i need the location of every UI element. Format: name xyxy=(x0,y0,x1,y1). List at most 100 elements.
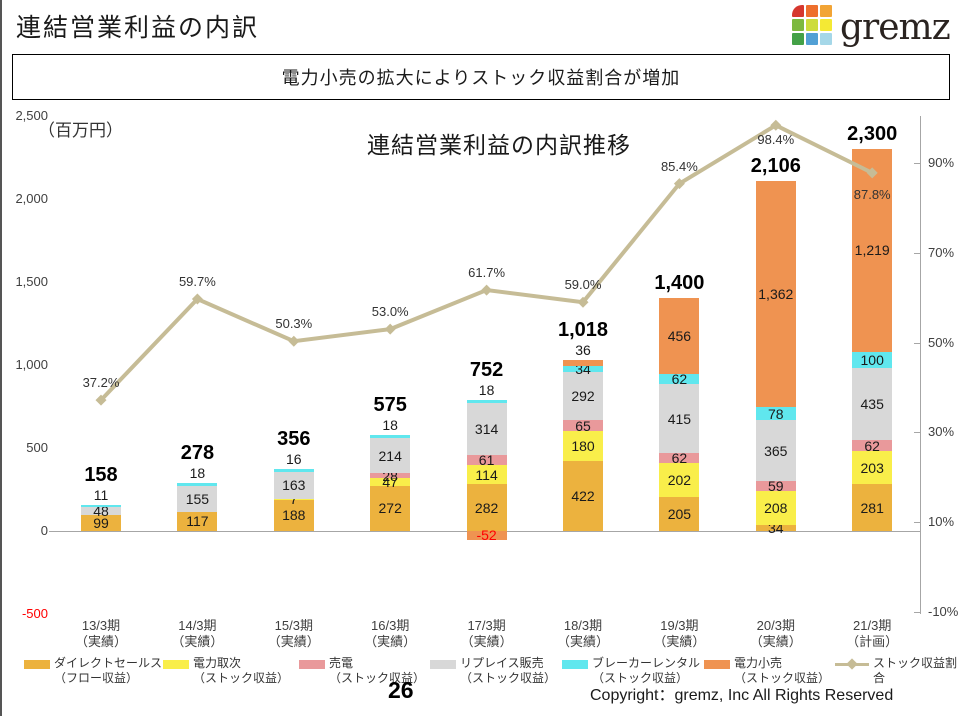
bar-segment-4 xyxy=(81,504,121,507)
bar-segment-1 xyxy=(370,478,411,486)
bar-total-label: 2,106 xyxy=(750,155,801,178)
line-marker-diamond xyxy=(384,323,396,335)
segment-value-label: 422 xyxy=(571,487,595,504)
segment-value-label: 202 xyxy=(667,472,692,489)
x-axis-label-line: （計画） xyxy=(846,634,899,649)
legend-text: ストック収益割合 xyxy=(873,656,960,686)
right-axis-tick xyxy=(914,342,920,344)
segment-value-label-outside: 18 xyxy=(382,416,398,433)
segment-value-label: 117 xyxy=(186,513,209,530)
right-axis-tick xyxy=(914,163,920,164)
copyright-text: Copyright：gremz, Inc All Rights Reserved xyxy=(590,687,894,704)
segment-value-label: 114 xyxy=(475,466,498,483)
segment-value-label: 61 xyxy=(478,452,495,469)
segment-value-label: 292 xyxy=(571,388,595,405)
x-axis-category-label: 16/3期 （実績） xyxy=(345,618,435,650)
bar-total-label: 1,400 xyxy=(654,272,705,295)
headline-text: 電力小売の拡大によりストック収益割合が増加 xyxy=(281,68,681,88)
legend-item-1: 電力取次 （ストック収益） xyxy=(163,656,289,686)
segment-value-label: 205 xyxy=(667,505,692,522)
bar-segment-1 xyxy=(755,490,796,526)
x-axis-label-line: 21/3期 xyxy=(853,618,892,633)
stock-ratio-point-label: 53.0% xyxy=(371,304,409,320)
x-axis-category-label: 20/3期 （実績） xyxy=(731,618,821,650)
bar-segment-4 xyxy=(755,407,796,421)
legend-series-note: （ストック収益） xyxy=(592,671,689,685)
bar-segment-2 xyxy=(852,440,893,451)
segment-value-label: 281 xyxy=(860,499,884,516)
logo-grid-cell xyxy=(806,33,818,45)
line-marker-diamond xyxy=(577,296,589,308)
legend-series-name: リプレイス販売 xyxy=(460,656,544,670)
segment-value-label: 435 xyxy=(860,396,884,413)
bar-segment-1 xyxy=(852,450,893,485)
bar-segment-3 xyxy=(466,403,507,456)
right-axis-tick-label: 70% xyxy=(928,244,955,260)
bar-segment-3 xyxy=(273,471,314,499)
left-axis-tick-label: 1,000 xyxy=(15,357,48,372)
segment-value-label: 314 xyxy=(474,421,499,438)
legend-text: 電力取次 （ストック収益） xyxy=(193,656,289,686)
segment-value-label: 65 xyxy=(575,417,591,434)
segment-value-label: 78 xyxy=(768,405,784,422)
left-axis-tick-label: 1,500 xyxy=(15,274,48,289)
segment-value-label: 48 xyxy=(93,502,109,519)
segment-value-label: 365 xyxy=(764,442,788,459)
legend-color-swatch xyxy=(299,660,325,669)
segment-value-label: 1,362 xyxy=(758,286,794,303)
segment-value-label-outside: 18 xyxy=(189,464,206,481)
line-marker-diamond xyxy=(673,178,685,190)
x-axis-label-line: （実績） xyxy=(364,634,417,649)
x-axis-label-line: （実績） xyxy=(653,634,706,649)
stock-ratio-point-label: 98.4% xyxy=(757,132,795,148)
segment-value-label: 208 xyxy=(764,500,788,517)
chart-title: 連結営業利益の内訳推移 xyxy=(367,132,631,158)
stock-ratio-point-label: 61.7% xyxy=(468,265,506,281)
segment-value-label-outside: 16 xyxy=(286,450,302,467)
legend-series-name: 電力取次 xyxy=(193,656,242,670)
bar-segment-3 xyxy=(370,437,411,474)
legend-item-6: ストック収益割合 xyxy=(835,656,960,686)
legend-item-5: 電力小売 （ストック収益） xyxy=(704,656,830,686)
legend-series-name: ダイレクトセールス xyxy=(54,656,163,670)
legend-text: リプレイス販売 （ストック収益） xyxy=(460,656,556,686)
legend-series-note: （ストック収益） xyxy=(734,671,831,685)
logo-grid-cell xyxy=(792,19,804,31)
bar-segment-0 xyxy=(370,485,411,531)
gremz-logo-icon xyxy=(792,5,832,45)
x-axis-label-line: （実績） xyxy=(267,634,320,649)
bar-total-label: 278 xyxy=(180,441,215,464)
bar-total-label: 356 xyxy=(277,427,311,450)
x-axis-label-line: （実績） xyxy=(460,634,513,649)
bar-segment-4 xyxy=(370,434,411,438)
bar-segment-4 xyxy=(177,482,218,486)
x-axis-label-line: 14/3期 xyxy=(178,618,217,633)
right-axis-tick-label: -10% xyxy=(928,604,959,619)
logo-grid-cell xyxy=(792,33,804,45)
right-axis-tick-label: 10% xyxy=(928,514,955,530)
legend-line-swatch xyxy=(835,658,869,670)
segment-value-label: -52 xyxy=(476,527,497,544)
right-axis-tick xyxy=(914,252,920,254)
unit-label: （百万円） xyxy=(38,121,123,140)
legend-item-0: ダイレクトセールス （フロー収益） xyxy=(24,656,162,686)
right-axis-tick-label: 90% xyxy=(928,155,955,170)
stock-ratio-point-label: 59.7% xyxy=(178,274,216,290)
right-axis-tick xyxy=(914,432,920,434)
bar-segment-1 xyxy=(563,431,603,461)
page-title: 連結営業利益の内訳 xyxy=(16,14,260,42)
legend-item-4: ブレーカーレンタル （ストック収益） xyxy=(562,656,700,686)
logo-grid-cell xyxy=(820,33,832,45)
x-axis-label-line: 20/3期 xyxy=(756,618,795,633)
segment-value-label: 163 xyxy=(282,477,306,494)
bar-segment-0 xyxy=(466,484,507,531)
legend-series-note: （ストック収益） xyxy=(193,671,290,685)
segment-value-label: 415 xyxy=(667,410,692,427)
bar-total-label: 575 xyxy=(373,393,407,416)
stock-ratio-point-label: 59.0% xyxy=(564,277,602,293)
segment-value-label: 62 xyxy=(671,450,688,467)
segment-value-label-outside: 36 xyxy=(575,342,591,359)
legend-series-note: （ストック収益） xyxy=(329,671,426,685)
bar-segment-5 xyxy=(466,531,507,540)
